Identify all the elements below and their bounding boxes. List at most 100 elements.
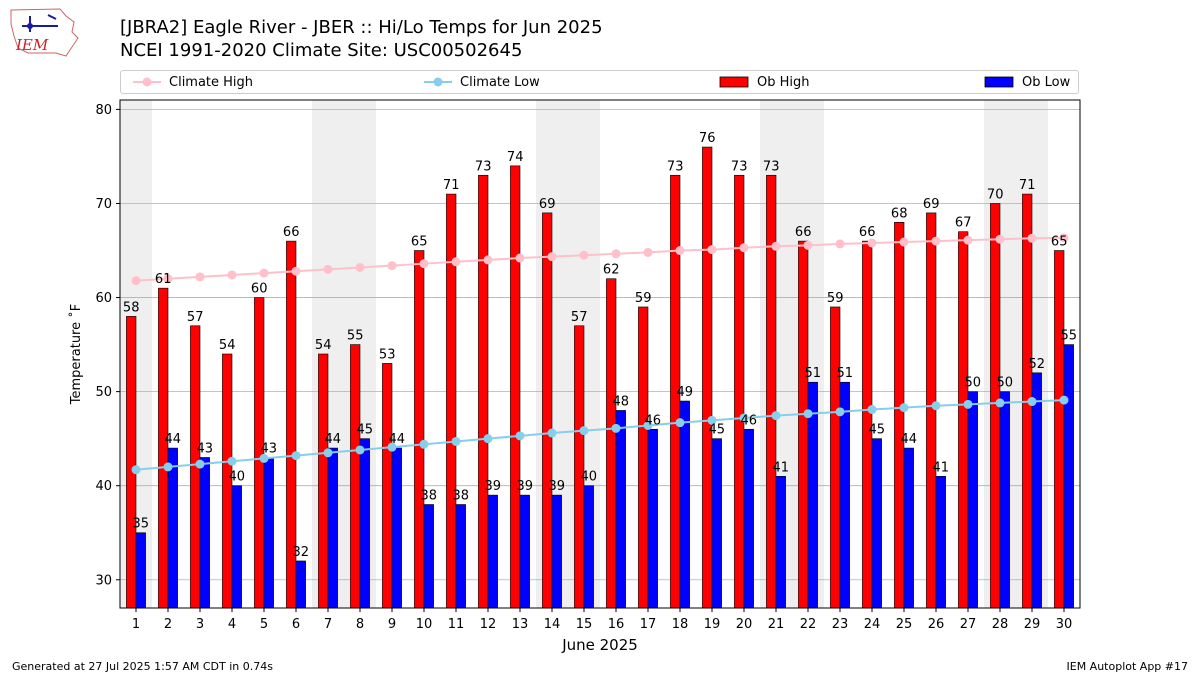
data-label-ob-high: 59 xyxy=(827,291,844,306)
data-label-ob-low: 46 xyxy=(741,413,758,428)
data-label-ob-low: 44 xyxy=(165,432,182,447)
data-label-ob-high: 54 xyxy=(315,338,332,353)
x-tick-label-4: 4 xyxy=(228,617,236,632)
data-label-ob-low: 46 xyxy=(645,413,662,428)
climate-low-point xyxy=(867,405,877,415)
y-tick-label-30: 30 xyxy=(95,573,112,588)
climate-low-point xyxy=(131,465,141,475)
bar-ob-low xyxy=(359,438,370,609)
bar-ob-low xyxy=(743,428,754,609)
bar-ob-low xyxy=(999,391,1010,609)
x-tick-label-2: 2 xyxy=(164,617,172,632)
data-label-ob-high: 69 xyxy=(923,197,940,212)
bar-ob-high xyxy=(1054,250,1065,609)
bar-ob-low xyxy=(903,447,914,609)
data-label-ob-high: 57 xyxy=(187,310,204,325)
climate-high-point xyxy=(675,246,685,256)
bar-ob-high xyxy=(414,250,425,609)
bar-ob-low xyxy=(455,504,466,609)
x-tick-label-23: 23 xyxy=(832,617,849,632)
data-label-ob-high: 71 xyxy=(443,178,460,193)
data-label-ob-low: 44 xyxy=(901,432,918,447)
data-label-ob-low: 52 xyxy=(1029,357,1046,372)
bar-ob-low xyxy=(519,494,530,609)
bar-ob-low xyxy=(231,485,242,609)
x-tick-label-24: 24 xyxy=(864,617,881,632)
bar-ob-low xyxy=(839,381,850,609)
x-tick-label-3: 3 xyxy=(196,617,204,632)
data-label-ob-high: 54 xyxy=(219,338,236,353)
data-label-ob-high: 65 xyxy=(1051,235,1068,250)
bar-ob-high xyxy=(606,278,617,609)
bar-ob-high xyxy=(894,221,905,609)
bar-ob-high xyxy=(510,165,521,609)
bar-ob-low xyxy=(1031,372,1042,609)
bar-ob-low xyxy=(967,391,978,609)
bar-ob-high xyxy=(638,306,649,609)
legend-item-ob-high: Ob High xyxy=(719,71,810,93)
x-tick-label-6: 6 xyxy=(292,617,300,632)
climate-high-point xyxy=(259,268,269,278)
data-label-ob-low: 45 xyxy=(357,423,374,438)
climate-high-point xyxy=(547,252,557,262)
x-tick-label-22: 22 xyxy=(800,617,817,632)
bars xyxy=(126,146,1074,609)
x-tick-label-11: 11 xyxy=(448,617,465,632)
data-label-ob-low: 41 xyxy=(933,460,950,475)
x-tick-label-12: 12 xyxy=(480,617,497,632)
data-label-ob-low: 39 xyxy=(517,479,534,494)
climate-high-point xyxy=(995,234,1005,244)
x-tick-label-14: 14 xyxy=(544,617,561,632)
iem-logo: IEM xyxy=(10,8,79,57)
climate-low-point xyxy=(579,426,589,436)
shade-day-22 xyxy=(792,100,824,608)
climate-high-point xyxy=(227,270,237,280)
bar-ob-high xyxy=(190,325,201,609)
climate-low-point xyxy=(771,411,781,421)
data-label-ob-low: 45 xyxy=(869,423,886,438)
shade-day-21 xyxy=(760,100,792,608)
data-label-ob-low: 50 xyxy=(997,376,1014,391)
bar-ob-low xyxy=(391,447,402,609)
climate-low-point xyxy=(675,418,685,428)
data-label-ob-high: 55 xyxy=(347,329,364,344)
bar-ob-high xyxy=(830,306,841,609)
x-tick-label-13: 13 xyxy=(512,617,529,632)
bar-ob-low xyxy=(679,400,690,609)
bar-ob-low xyxy=(807,381,818,609)
climate-low-point xyxy=(835,407,845,417)
climate-low-point xyxy=(707,415,717,425)
y-tick-label-40: 40 xyxy=(95,479,112,494)
legend-label-climate-low: Climate Low xyxy=(460,74,540,90)
data-label-ob-low: 43 xyxy=(197,441,214,456)
climate-high-point xyxy=(963,235,973,245)
data-label-ob-high: 68 xyxy=(891,206,908,221)
data-label-ob-high: 73 xyxy=(763,159,780,174)
data-label-ob-high: 76 xyxy=(699,131,716,146)
climate-high-point xyxy=(835,239,845,249)
climate-high-point xyxy=(611,249,621,259)
bar-ob-low xyxy=(327,447,338,609)
legend-item-climate-high: Climate High xyxy=(133,71,253,93)
shade-day-14 xyxy=(536,100,568,608)
climate-low-point xyxy=(995,398,1005,408)
shade-day-28 xyxy=(984,100,1016,608)
bar-ob-low xyxy=(487,494,498,609)
bar-ob-low xyxy=(263,457,274,609)
data-label-ob-low: 32 xyxy=(293,545,310,560)
x-tick-label-7: 7 xyxy=(324,617,332,632)
x-tick-label-27: 27 xyxy=(960,617,977,632)
legend-label-ob-low: Ob Low xyxy=(1022,74,1071,90)
climate-high-point xyxy=(931,236,941,246)
data-label-ob-low: 40 xyxy=(581,470,598,485)
bar-ob-low xyxy=(135,532,146,609)
data-label-ob-high: 58 xyxy=(123,300,140,315)
climate-low-point xyxy=(387,442,397,452)
data-label-ob-low: 45 xyxy=(709,423,726,438)
data-label-ob-high: 53 xyxy=(379,347,396,362)
x-tick-label-26: 26 xyxy=(928,617,945,632)
legend-item-ob-low: Ob Low xyxy=(984,71,1070,93)
climate-low-point xyxy=(931,401,941,411)
data-label-ob-low: 51 xyxy=(805,366,822,381)
